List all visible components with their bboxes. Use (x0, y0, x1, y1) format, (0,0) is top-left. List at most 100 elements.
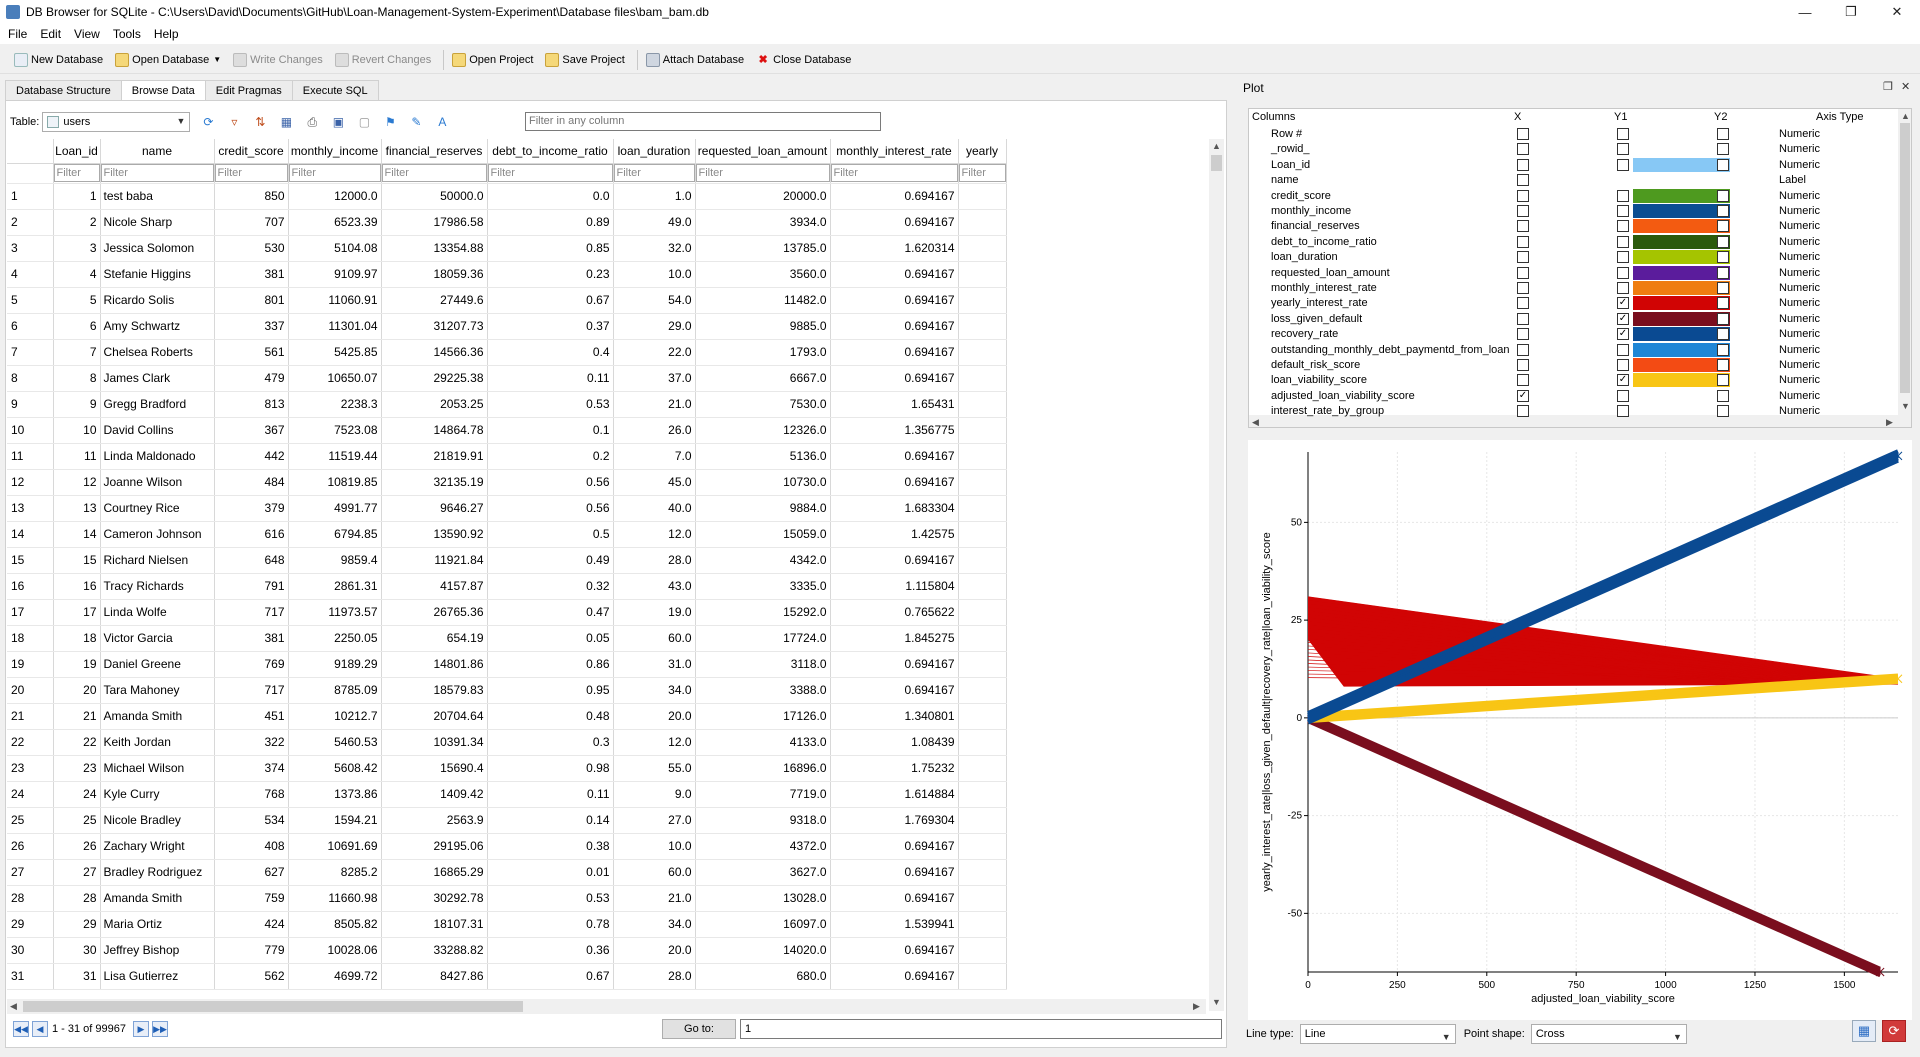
y1-axis-checkbox[interactable] (1617, 405, 1629, 418)
table-cell[interactable]: 8 (53, 365, 101, 392)
table-cell[interactable]: 3627.0 (695, 859, 831, 886)
table-cell[interactable]: 20.0 (613, 703, 696, 730)
plot-refresh-icon[interactable]: ⟳ (1882, 1020, 1906, 1042)
table-cell[interactable]: 8285.2 (288, 859, 382, 886)
plot-column-row[interactable]: credit_score Numeric (1249, 188, 1899, 204)
row-header[interactable]: 30 (7, 937, 54, 964)
table-cell[interactable]: 6 (53, 313, 101, 340)
write-changes-button[interactable]: Write Changes (229, 48, 331, 72)
column-filter-input[interactable]: Filter (695, 164, 829, 182)
table-cell[interactable]: 381 (214, 625, 289, 652)
x-axis-checkbox[interactable] (1517, 189, 1529, 202)
table-cell[interactable]: 15059.0 (695, 521, 831, 548)
print-icon[interactable]: ⎙ (307, 114, 318, 129)
table-cell[interactable] (958, 573, 1007, 600)
x-axis-checkbox[interactable] (1517, 235, 1529, 248)
y1-axis-checkbox[interactable] (1617, 343, 1629, 356)
table-cell[interactable]: 1.340801 (830, 703, 959, 730)
series-color-swatch[interactable] (1633, 327, 1730, 342)
tab-edit-pragmas[interactable]: Edit Pragmas (204, 80, 293, 100)
table-cell[interactable]: 2250.05 (288, 625, 382, 652)
table-cell[interactable]: Daniel Greene (100, 651, 215, 678)
table-cell[interactable]: 26765.36 (381, 599, 488, 626)
series-color-swatch[interactable] (1633, 311, 1730, 326)
table-cell[interactable]: 10691.69 (288, 833, 382, 860)
series-color-swatch[interactable] (1633, 234, 1730, 249)
table-cell[interactable]: 49.0 (613, 209, 696, 236)
column-filter-input[interactable]: Filter (100, 164, 213, 182)
table-row[interactable]: 10 10 David Collins 367 7523.08 14864.78 0.1 26… (7, 417, 1007, 444)
x-axis-checkbox[interactable] (1517, 297, 1529, 310)
table-cell[interactable] (958, 391, 1007, 418)
plot-column-row[interactable]: yearly_interest_rate ✓ Numeric (1249, 296, 1899, 311)
table-cell[interactable] (958, 729, 1007, 756)
row-header[interactable]: 17 (7, 599, 54, 626)
close-dock-icon[interactable]: ✕ (1901, 81, 1911, 93)
table-cell[interactable]: 1793.0 (695, 339, 831, 366)
table-cell[interactable]: Amanda Smith (100, 703, 215, 730)
table-cell[interactable]: 408 (214, 833, 289, 860)
table-cell[interactable]: 15292.0 (695, 599, 831, 626)
table-cell[interactable]: 13354.88 (381, 235, 488, 262)
table-cell[interactable]: 18059.36 (381, 261, 488, 288)
row-header[interactable]: 9 (7, 391, 54, 418)
table-cell[interactable]: 37.0 (613, 365, 696, 392)
table-cell[interactable]: 530 (214, 235, 289, 262)
table-cell[interactable]: 21 (53, 703, 101, 730)
table-cell[interactable]: 16097.0 (695, 911, 831, 938)
row-header[interactable]: 1 (7, 183, 54, 210)
table-cell[interactable]: 8505.82 (288, 911, 382, 938)
row-header[interactable]: 24 (7, 781, 54, 808)
column-filter-input[interactable]: Filter (613, 164, 694, 182)
y2-axis-checkbox[interactable] (1717, 220, 1729, 233)
table-cell[interactable]: 0.36 (487, 937, 614, 964)
y1-axis-checkbox[interactable] (1617, 235, 1629, 248)
table-cell[interactable]: 12.0 (613, 729, 696, 756)
y2-axis-checkbox[interactable] (1717, 143, 1729, 156)
row-header[interactable]: 11 (7, 443, 54, 470)
x-axis-checkbox[interactable] (1517, 374, 1529, 387)
table-cell[interactable]: 0.694167 (830, 547, 959, 574)
table-cell[interactable]: 0.53 (487, 885, 614, 912)
table-cell[interactable]: 9884.0 (695, 495, 831, 522)
table-cell[interactable]: 381 (214, 261, 289, 288)
attach-database-button[interactable]: Attach Database (642, 48, 752, 72)
table-cell[interactable]: 4372.0 (695, 833, 831, 860)
scroll-down-icon[interactable]: ▼ (1212, 997, 1221, 1007)
table-cell[interactable]: 5460.53 (288, 729, 382, 756)
plot-column-row[interactable]: loss_given_default ✓ Numeric (1249, 311, 1899, 327)
table-cell[interactable]: 374 (214, 755, 289, 782)
row-header[interactable]: 28 (7, 885, 54, 912)
table-row[interactable]: 2 2 Nicole Sharp 707 6523.39 17986.58 0.89 49.0… (7, 209, 1007, 236)
table-cell[interactable]: 1.614884 (830, 781, 959, 808)
table-cell[interactable]: 7.0 (613, 443, 696, 470)
table-cell[interactable]: 562 (214, 963, 289, 990)
first-record-icon[interactable]: ◀◀ (13, 1021, 29, 1037)
table-cell[interactable]: 0.11 (487, 781, 614, 808)
table-cell[interactable]: 11 (53, 443, 101, 470)
table-cell[interactable]: 3335.0 (695, 573, 831, 600)
table-cell[interactable]: 0.765622 (830, 599, 959, 626)
table-cell[interactable]: 0.694167 (830, 313, 959, 340)
series-color-swatch[interactable] (1633, 219, 1730, 234)
table-cell[interactable]: 0.56 (487, 469, 614, 496)
table-cell[interactable]: 10.0 (613, 833, 696, 860)
table-cell[interactable]: 10650.07 (288, 365, 382, 392)
table-cell[interactable]: Nicole Sharp (100, 209, 215, 236)
table-cell[interactable]: 24 (53, 781, 101, 808)
y2-axis-checkbox[interactable] (1717, 328, 1729, 341)
table-cell[interactable]: 1.65431 (830, 391, 959, 418)
table-cell[interactable]: 7 (53, 339, 101, 366)
text-format-icon[interactable]: A (438, 115, 447, 129)
table-cell[interactable]: 20704.64 (381, 703, 488, 730)
table-cell[interactable]: 0.95 (487, 677, 614, 704)
table-cell[interactable]: 9859.4 (288, 547, 382, 574)
table-cell[interactable]: 20.0 (613, 937, 696, 964)
horizontal-scrollbar[interactable]: ◀ ▶ (7, 999, 1206, 1014)
table-cell[interactable]: Ricardo Solis (100, 287, 215, 314)
y1-axis-checkbox[interactable]: ✓ (1617, 312, 1629, 325)
table-cell[interactable]: 5104.08 (288, 235, 382, 262)
y1-axis-checkbox[interactable] (1617, 282, 1629, 294)
table-cell[interactable]: 0.694167 (830, 365, 959, 392)
table-cell[interactable]: 21.0 (613, 391, 696, 418)
